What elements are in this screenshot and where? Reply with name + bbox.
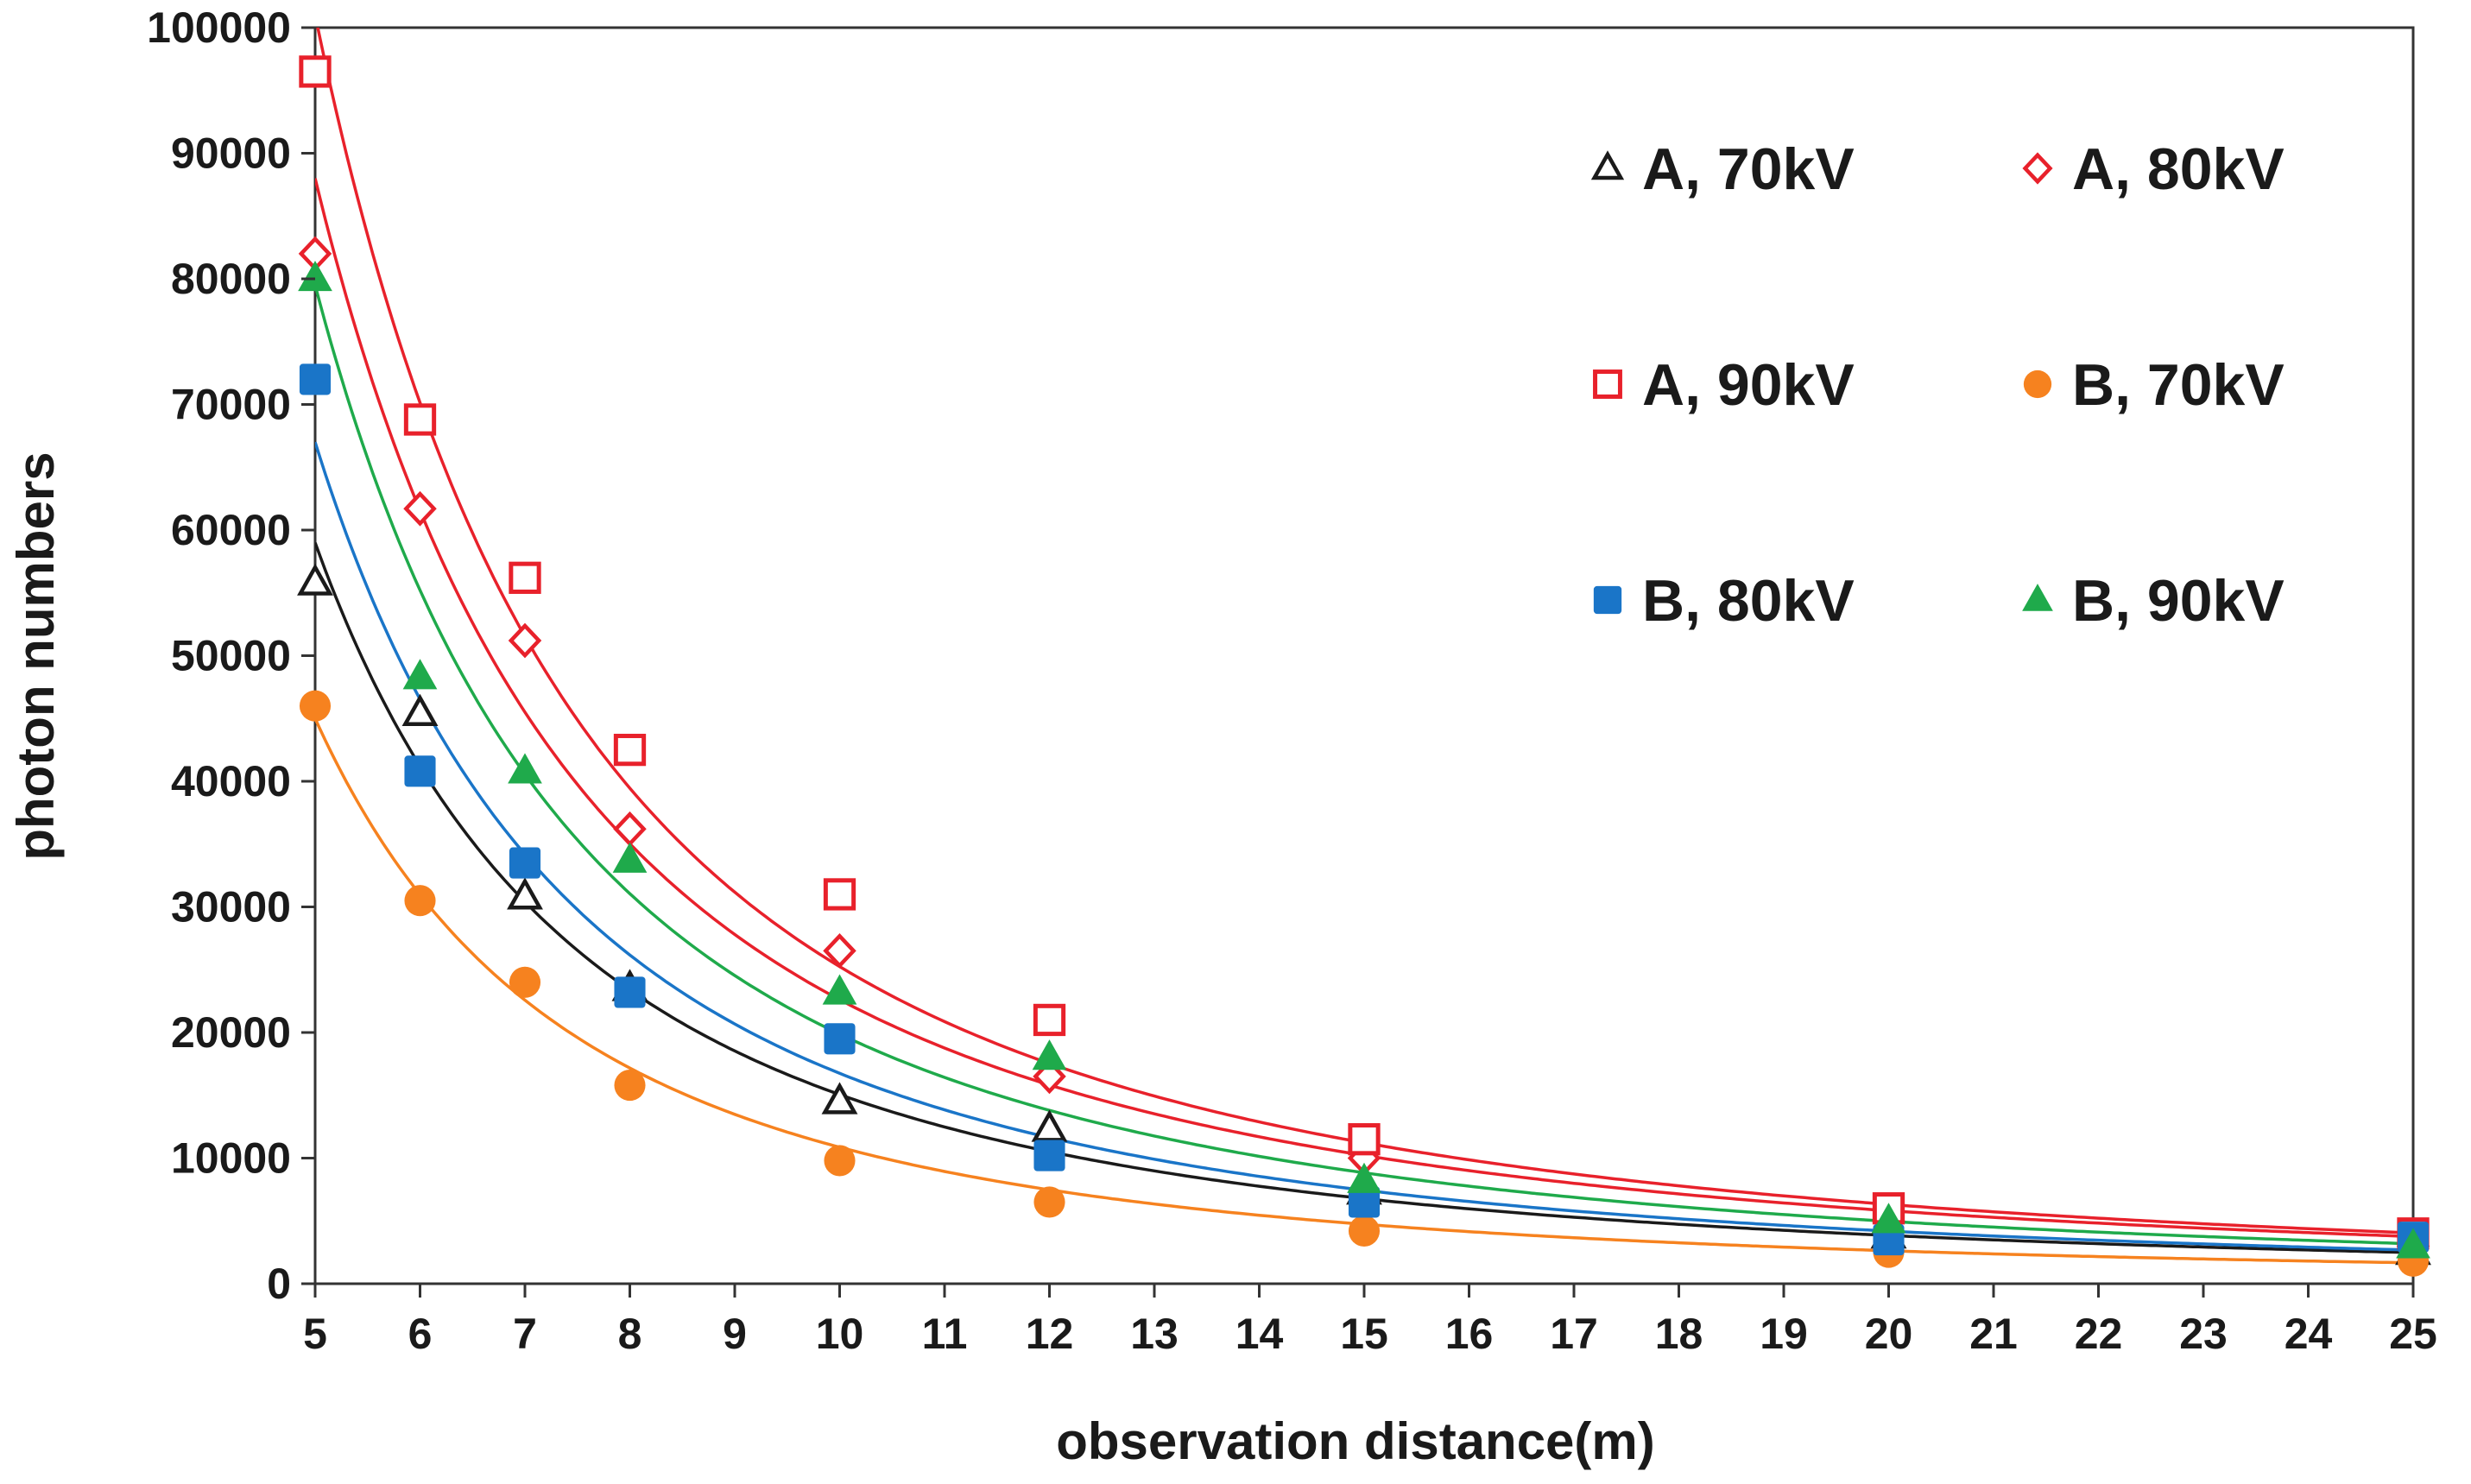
- legend-marker: [1590, 150, 1625, 180]
- y-tick-label: 40000: [171, 757, 291, 805]
- data-point: [823, 933, 856, 969]
- x-tick-label: 18: [1655, 1310, 1703, 1358]
- x-axis-title: observation distance(m): [1056, 1412, 1655, 1470]
- x-tick-label: 21: [1969, 1310, 2018, 1358]
- data-point: [821, 1082, 858, 1115]
- data-point: [1348, 1215, 1381, 1247]
- legend: A, 70kV A, 80kV A, 90kV B, 70kV B, 80kV B, 90…: [1590, 136, 2285, 634]
- x-tick-label: 19: [1760, 1310, 1808, 1358]
- x-tick-label: 7: [513, 1310, 537, 1358]
- data-point: [403, 403, 437, 436]
- y-tick-label: 70000: [171, 381, 291, 429]
- data-point: [1348, 1123, 1381, 1156]
- x-tick-label: 13: [1130, 1310, 1179, 1358]
- x-tick-label: 8: [618, 1310, 642, 1358]
- data-markers: [297, 55, 2431, 1277]
- data-point: [1871, 1203, 1906, 1234]
- legend-label: A, 70kV: [1642, 136, 1855, 202]
- x-tick-label: 15: [1340, 1310, 1388, 1358]
- data-point: [824, 1023, 856, 1055]
- data-point: [298, 261, 332, 292]
- data-point: [404, 755, 436, 787]
- y-tick-label: 60000: [171, 506, 291, 554]
- data-point: [299, 363, 332, 395]
- legend-label: A, 80kV: [2072, 136, 2285, 202]
- x-tick-label: 10: [816, 1310, 864, 1358]
- data-point: [1031, 1109, 1068, 1142]
- data-point: [402, 659, 438, 690]
- x-tick-label: 11: [922, 1310, 968, 1358]
- legend-marker: [2022, 584, 2053, 611]
- x-tick-label: 9: [723, 1310, 747, 1358]
- data-point: [401, 693, 439, 727]
- legend-marker: [1593, 585, 1622, 615]
- y-tick-label: 30000: [171, 883, 291, 931]
- legend-label: B, 90kV: [2072, 568, 2285, 634]
- x-tick-label: 17: [1550, 1310, 1598, 1358]
- data-point: [1033, 1186, 1065, 1218]
- legend-marker: [1593, 369, 1622, 399]
- data-point: [299, 55, 332, 88]
- y-axis-title: photon numbers: [7, 452, 65, 860]
- y-axis-ticks: 0 10000 20000 30000 40000 50000 60000 70000 8000…: [147, 3, 315, 1308]
- data-point: [404, 885, 436, 917]
- legend-label: B, 70kV: [2072, 352, 2285, 418]
- data-point: [1348, 1186, 1381, 1218]
- x-tick-label: 16: [1445, 1310, 1494, 1358]
- data-point: [1032, 1039, 1067, 1070]
- legend-label: A, 90kV: [1642, 352, 1855, 418]
- series-b-80kv: [299, 363, 2430, 1256]
- y-tick-label: 80000: [171, 255, 291, 303]
- x-tick-label: 14: [1236, 1310, 1284, 1358]
- data-point: [403, 490, 437, 527]
- legend-marker: [2022, 152, 2053, 185]
- legend-label: B, 80kV: [1642, 568, 1855, 634]
- data-point: [509, 966, 541, 998]
- data-point: [823, 878, 856, 911]
- data-point: [1033, 1140, 1065, 1171]
- y-tick-label: 100000: [147, 3, 291, 52]
- y-tick-label: 0: [267, 1260, 291, 1308]
- data-point: [508, 622, 542, 659]
- x-tick-label: 22: [2075, 1310, 2123, 1358]
- data-point: [824, 1145, 856, 1177]
- x-axis-ticks: 5 6 7 8 9 10 11 12 13 14 15 16 17 18 19 20 21 22 23 24 25: [303, 1284, 2437, 1358]
- data-point: [614, 976, 646, 1008]
- data-point: [614, 1070, 646, 1102]
- data-point: [613, 733, 647, 767]
- data-point: [1033, 1003, 1066, 1037]
- x-tick-label: 20: [1865, 1310, 1913, 1358]
- y-tick-label: 90000: [171, 129, 291, 178]
- y-tick-label: 50000: [171, 632, 291, 680]
- data-point: [1347, 1162, 1381, 1193]
- x-tick-label: 12: [1026, 1310, 1074, 1358]
- data-point: [507, 877, 543, 910]
- x-tick-label: 5: [303, 1310, 327, 1358]
- x-tick-label: 24: [2285, 1310, 2333, 1358]
- series-b-90kv: [298, 261, 2430, 1259]
- data-point: [612, 842, 648, 873]
- x-tick-label: 25: [2389, 1310, 2437, 1358]
- data-point: [299, 690, 332, 722]
- data-point: [822, 974, 857, 1005]
- data-point: [508, 753, 542, 784]
- data-point: [509, 561, 541, 594]
- y-tick-label: 10000: [171, 1134, 291, 1183]
- y-tick-label: 20000: [171, 1008, 291, 1057]
- data-point: [509, 847, 541, 879]
- data-point: [2396, 1228, 2430, 1259]
- data-point: [297, 563, 333, 596]
- x-tick-label: 23: [2179, 1310, 2228, 1358]
- x-tick-label: 6: [408, 1310, 433, 1358]
- legend-marker: [2023, 369, 2052, 399]
